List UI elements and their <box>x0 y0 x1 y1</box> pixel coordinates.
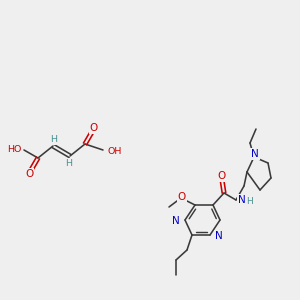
Text: OH: OH <box>107 146 122 155</box>
Text: N: N <box>238 195 246 205</box>
Text: H: H <box>246 197 253 206</box>
Text: N: N <box>172 216 180 226</box>
Text: HO: HO <box>7 146 21 154</box>
Text: O: O <box>178 192 186 202</box>
Text: N: N <box>251 149 259 159</box>
Text: H: H <box>65 158 73 167</box>
Text: O: O <box>217 171 225 181</box>
Text: O: O <box>90 123 98 133</box>
Text: O: O <box>25 169 33 179</box>
Text: N: N <box>215 231 223 241</box>
Text: H: H <box>50 136 58 145</box>
